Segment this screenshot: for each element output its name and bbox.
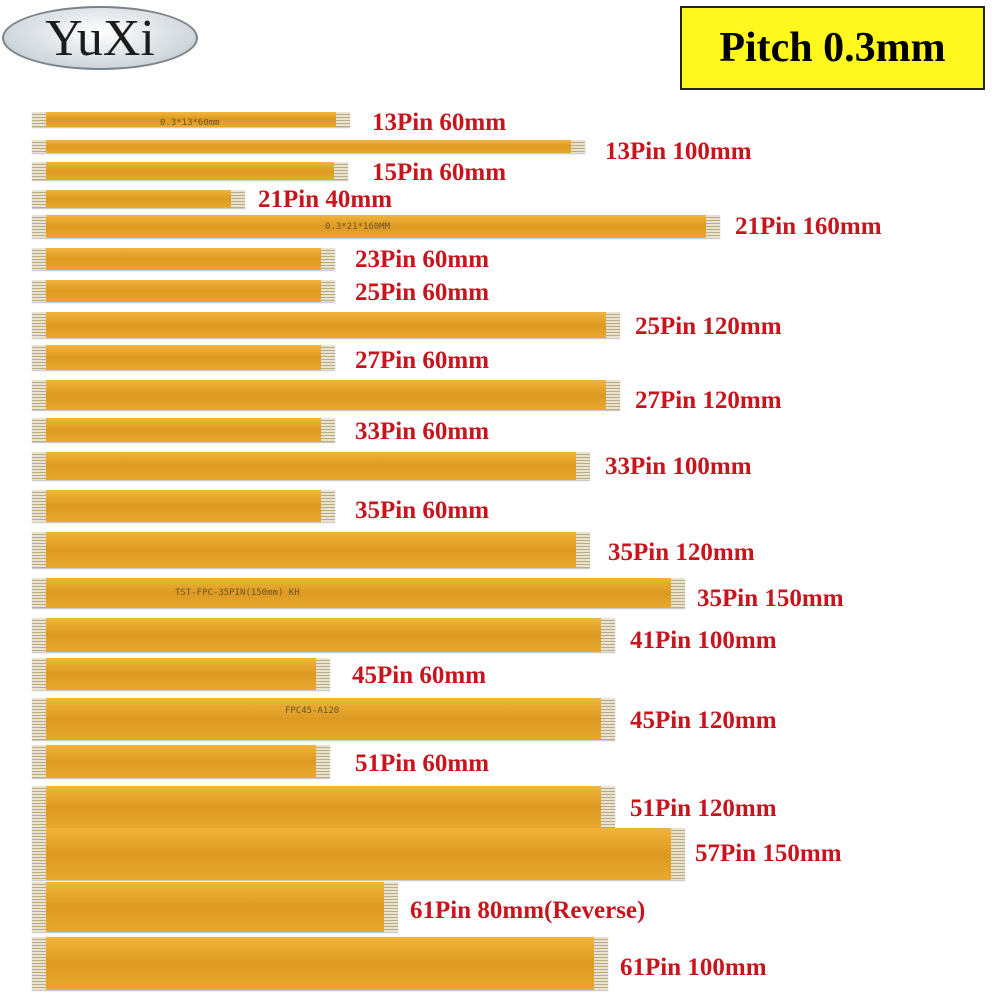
cable bbox=[32, 698, 615, 740]
cable bbox=[32, 658, 330, 690]
cable bbox=[32, 452, 590, 480]
cable-imprint: FPC45-A120 bbox=[285, 706, 340, 716]
connector bbox=[594, 937, 608, 990]
connector bbox=[316, 658, 330, 690]
connector bbox=[32, 112, 46, 127]
connector bbox=[32, 618, 46, 652]
cable-label: 51Pin 60mm bbox=[355, 750, 490, 777]
connector bbox=[32, 380, 46, 410]
cable-imprint: TST-FPC-35PIN(150mm) KH bbox=[175, 588, 300, 598]
cable-label: 57Pin 150mm bbox=[695, 840, 842, 867]
cable bbox=[32, 882, 398, 932]
cable bbox=[32, 280, 335, 302]
connector bbox=[32, 786, 46, 828]
cable-label: 35Pin 60mm bbox=[355, 497, 490, 524]
connector bbox=[32, 937, 46, 990]
connector bbox=[32, 698, 46, 740]
cable bbox=[32, 490, 335, 522]
cable-label: 33Pin 60mm bbox=[355, 418, 490, 445]
connector bbox=[32, 578, 46, 608]
cable-imprint: 0.3*21*160MM bbox=[325, 222, 391, 232]
connector bbox=[321, 248, 335, 270]
connector bbox=[321, 280, 335, 302]
cable bbox=[32, 215, 720, 238]
cable bbox=[32, 418, 335, 442]
connector bbox=[32, 162, 46, 180]
connector bbox=[606, 312, 620, 338]
connector bbox=[321, 418, 335, 442]
cable-label: 23Pin 60mm bbox=[355, 246, 490, 273]
pitch-badge: Pitch 0.3mm bbox=[680, 6, 985, 90]
cable-imprint: 0.3*13*60mm bbox=[160, 118, 220, 128]
connector bbox=[601, 618, 615, 652]
cable bbox=[32, 937, 608, 990]
cable bbox=[32, 112, 350, 127]
cable-label: 15Pin 60mm bbox=[372, 159, 507, 186]
connector bbox=[601, 786, 615, 828]
cable bbox=[32, 578, 685, 608]
cable bbox=[32, 380, 620, 410]
cable bbox=[32, 162, 348, 180]
connector bbox=[32, 658, 46, 690]
connector bbox=[32, 882, 46, 932]
connector bbox=[32, 828, 46, 880]
connector bbox=[601, 698, 615, 740]
connector bbox=[671, 578, 685, 608]
cable-label: 13Pin 60mm bbox=[372, 109, 507, 136]
connector bbox=[32, 532, 46, 568]
connector bbox=[336, 112, 350, 127]
cable-label: 45Pin 60mm bbox=[352, 662, 487, 689]
connector bbox=[706, 215, 720, 238]
connector bbox=[32, 345, 46, 370]
cable bbox=[32, 618, 615, 652]
cable-label: 21Pin 40mm bbox=[258, 186, 393, 213]
connector bbox=[32, 418, 46, 442]
connector bbox=[316, 745, 330, 778]
connector bbox=[32, 452, 46, 480]
cable bbox=[32, 532, 590, 568]
cable-label: 35Pin 120mm bbox=[608, 539, 755, 566]
cable-label: 27Pin 120mm bbox=[635, 387, 782, 414]
connector bbox=[571, 140, 585, 153]
connector bbox=[384, 882, 398, 932]
cable-label: 35Pin 150mm bbox=[697, 585, 844, 612]
connector bbox=[576, 452, 590, 480]
cable bbox=[32, 745, 330, 778]
cable-label: 25Pin 120mm bbox=[635, 313, 782, 340]
cable bbox=[32, 786, 615, 828]
connector bbox=[32, 215, 46, 238]
connector bbox=[32, 745, 46, 778]
connector bbox=[334, 162, 348, 180]
connector bbox=[321, 345, 335, 370]
cable bbox=[32, 312, 620, 338]
connector bbox=[32, 140, 46, 153]
cable-label: 25Pin 60mm bbox=[355, 279, 490, 306]
cable-label: 27Pin 60mm bbox=[355, 347, 490, 374]
connector bbox=[32, 490, 46, 522]
cable-label: 33Pin 100mm bbox=[605, 453, 752, 480]
connector bbox=[32, 248, 46, 270]
connector bbox=[231, 190, 245, 208]
cable bbox=[32, 248, 335, 270]
cable-label: 51Pin 120mm bbox=[630, 795, 777, 822]
connector bbox=[606, 380, 620, 410]
cable-label: 45Pin 120mm bbox=[630, 707, 777, 734]
connector bbox=[321, 490, 335, 522]
cable-label: 41Pin 100mm bbox=[630, 627, 777, 654]
cable-label: 61Pin 100mm bbox=[620, 954, 767, 981]
cable bbox=[32, 828, 685, 880]
connector bbox=[32, 280, 46, 302]
connector bbox=[32, 190, 46, 208]
connector bbox=[32, 312, 46, 338]
cable bbox=[32, 140, 585, 153]
cable-label: 61Pin 80mm(Reverse) bbox=[410, 897, 646, 924]
cable bbox=[32, 345, 335, 370]
cable bbox=[32, 190, 245, 208]
brand-logo: YuXi bbox=[2, 6, 198, 70]
cable-label: 21Pin 160mm bbox=[735, 213, 882, 240]
cable-label: 13Pin 100mm bbox=[605, 138, 752, 165]
connector bbox=[671, 828, 685, 880]
connector bbox=[576, 532, 590, 568]
